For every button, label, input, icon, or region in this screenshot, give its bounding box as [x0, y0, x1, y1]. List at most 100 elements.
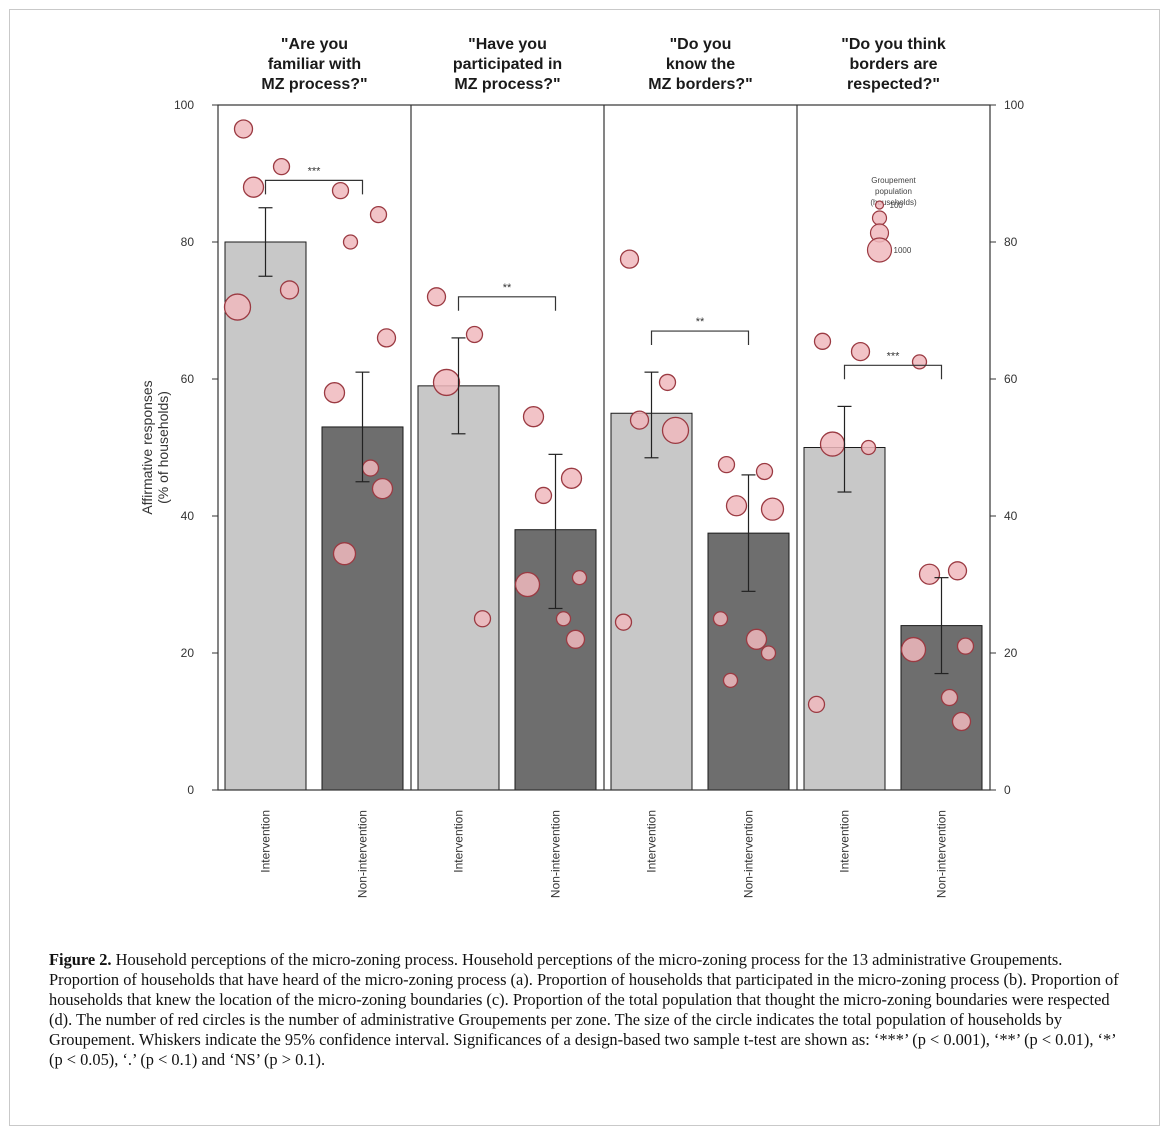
groupement-point	[465, 325, 484, 344]
panel-title-line: respected?"	[847, 76, 940, 93]
groupement-point	[242, 176, 265, 198]
groupement-point	[514, 571, 541, 598]
significance-bracket	[843, 364, 943, 380]
groupement-point	[819, 431, 846, 457]
y-axis-label-unit: (% of households)	[155, 391, 171, 504]
groupement-point	[426, 287, 447, 307]
groupement-point	[342, 234, 359, 250]
groupement-point	[614, 613, 633, 631]
legend-label-large: 1000	[894, 246, 912, 255]
groupement-point	[712, 611, 729, 627]
panel-title-line: familiar with	[268, 56, 361, 73]
legend-title-line: (households)	[870, 198, 917, 207]
caption-text: Household perceptions of the micro-zonin…	[49, 950, 1119, 1069]
groupement-point	[331, 181, 350, 200]
significance-label: **	[696, 316, 705, 328]
groupement-point	[279, 280, 300, 300]
significance-bracket	[457, 296, 557, 311]
y-tick-label-right: 0	[1004, 783, 1011, 797]
groupement-point	[361, 459, 380, 477]
y-tick-label-right: 20	[1004, 646, 1018, 660]
y-tick-label-left: 80	[181, 235, 195, 249]
groupement-point	[722, 672, 739, 689]
groupement-point	[332, 542, 357, 566]
groupement-point	[947, 561, 968, 581]
groupement-point	[940, 688, 959, 707]
bar-intervention	[803, 447, 886, 791]
legend-circle	[874, 200, 885, 210]
y-axis-label: Affirmative responses	[139, 380, 155, 514]
groupement-point	[658, 373, 677, 392]
groupement-point	[432, 368, 461, 397]
significance-bracket	[264, 179, 364, 195]
y-tick-label-right: 80	[1004, 235, 1018, 249]
panel-title-line: "Are you	[281, 36, 348, 53]
category-label: Intervention	[838, 810, 852, 873]
groupement-point	[473, 610, 492, 628]
bar-intervention	[610, 412, 693, 791]
groupement-point	[760, 497, 785, 521]
groupement-point	[900, 636, 927, 663]
bar-intervention	[224, 241, 307, 791]
category-label: Non-intervention	[356, 810, 370, 898]
category-label: Intervention	[452, 810, 466, 873]
significance-label: **	[503, 282, 512, 294]
y-tick-label-left: 20	[181, 646, 195, 660]
groupement-point	[323, 382, 346, 404]
groupement-point	[522, 406, 545, 428]
y-tick-label-right: 100	[1004, 98, 1024, 112]
panel-title-line: MZ process?"	[261, 76, 367, 93]
category-label: Intervention	[645, 810, 659, 873]
significance-label: ***	[308, 165, 322, 177]
groupement-point	[717, 455, 736, 474]
panel-title-line: "Have you	[468, 36, 547, 53]
panel-title-line: know the	[666, 56, 735, 73]
groupement-point	[272, 157, 291, 176]
groupement-point	[534, 486, 553, 505]
significance-bracket	[650, 330, 750, 346]
groupement-point	[918, 563, 941, 585]
panel-title-line: borders are	[849, 56, 937, 73]
category-label: Non-intervention	[549, 810, 563, 898]
figure-caption: Figure 2. Household perceptions of the m…	[49, 950, 1124, 1070]
groupement-point	[725, 495, 748, 517]
panel-title-line: participated in	[453, 56, 562, 73]
legend-label-small: 100	[890, 201, 904, 210]
y-tick-label-left: 40	[181, 509, 195, 523]
groupement-point	[951, 711, 972, 732]
groupement-point	[755, 462, 774, 481]
category-label: Non-intervention	[935, 810, 949, 898]
bar-chart: 0 0 20 20 40 40 60 60 80 80 100 100 Affirmative resp…	[139, 36, 1024, 898]
groupement-point	[860, 439, 877, 456]
groupement-point	[850, 341, 871, 362]
groupement-point	[571, 570, 588, 586]
groupement-point	[233, 119, 254, 139]
y-tick-label-left: 0	[187, 783, 194, 797]
groupement-point	[745, 628, 768, 650]
legend-circle	[871, 210, 888, 226]
groupement-point	[560, 467, 583, 489]
groupement-point	[555, 611, 572, 627]
plot-frame	[217, 104, 991, 791]
groupement-point	[565, 629, 586, 649]
groupement-point	[807, 695, 826, 714]
groupement-point	[376, 328, 397, 348]
panel-title-line: MZ borders?"	[648, 76, 752, 93]
bar-intervention	[417, 385, 500, 791]
groupement-point	[661, 416, 690, 445]
groupement-point	[619, 249, 640, 269]
y-tick-label-right: 40	[1004, 509, 1018, 523]
legend-title-line: Groupement	[871, 176, 916, 185]
panel-title-line: "Do you think	[841, 36, 946, 53]
significance-label: ***	[887, 350, 901, 362]
y-tick-label-left: 100	[174, 98, 194, 112]
category-label: Non-intervention	[742, 810, 756, 898]
panel-title-line: MZ process?"	[454, 76, 560, 93]
groupement-point	[369, 205, 388, 224]
groupement-point	[760, 645, 777, 661]
groupement-point	[223, 293, 252, 321]
y-tick-label-left: 60	[181, 372, 195, 386]
groupement-point	[911, 354, 928, 370]
category-label: Intervention	[259, 810, 273, 873]
legend-circle	[866, 237, 893, 263]
